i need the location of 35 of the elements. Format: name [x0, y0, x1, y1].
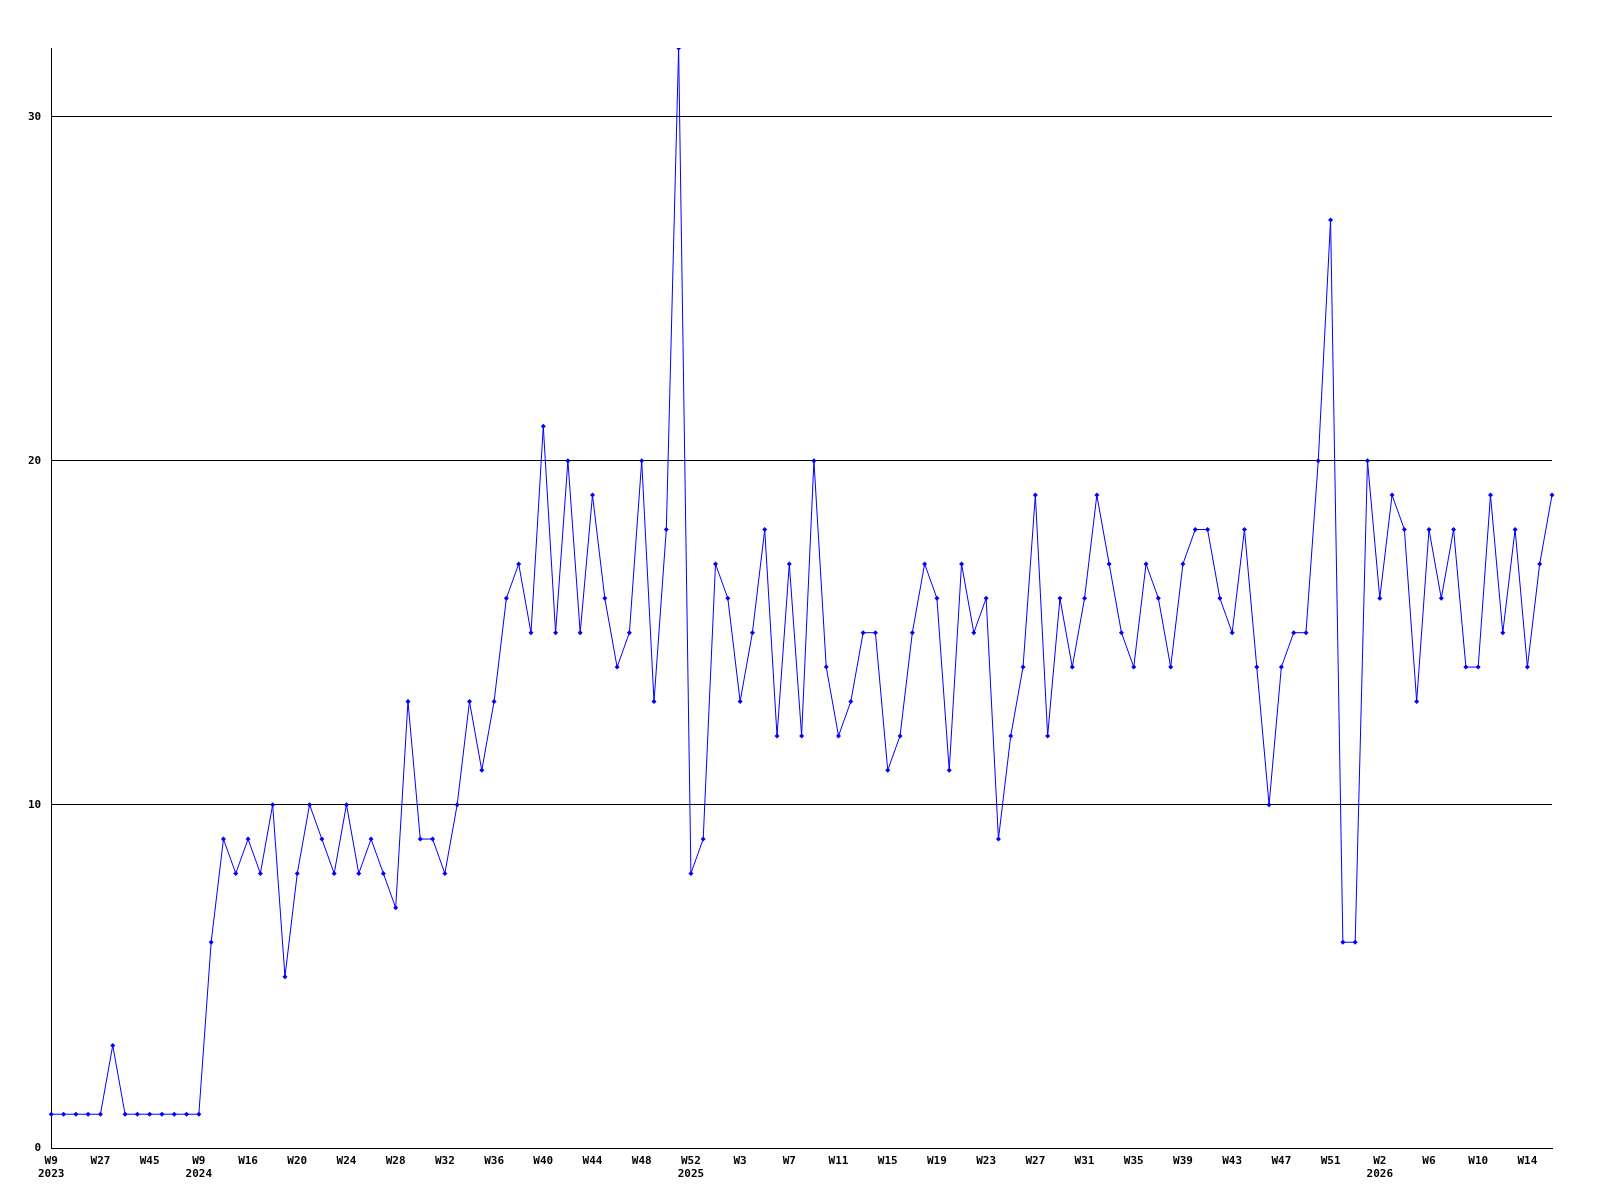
x-tick-label: W9 2024 — [185, 1154, 213, 1181]
x-tick-label: W51 — [1320, 1154, 1341, 1168]
x-tick-label: W9 2023 — [38, 1154, 65, 1181]
x-tick-label: W16 — [238, 1154, 259, 1168]
x-tick-label: W47 — [1271, 1154, 1292, 1168]
x-tick-label: W44 — [582, 1154, 603, 1168]
x-tick-label: W2 2026 — [1366, 1154, 1394, 1181]
x-tick-label: W3 — [733, 1154, 747, 1168]
x-tick-label: W10 — [1468, 1154, 1489, 1168]
y-tick-label: 10 — [28, 797, 42, 811]
x-tick-label: W45 — [139, 1154, 160, 1168]
x-tick-label: W23 — [976, 1154, 997, 1168]
x-tick-label: W14 — [1517, 1154, 1538, 1168]
y-tick-label: 30 — [28, 109, 42, 123]
x-tick-label: W6 — [1422, 1154, 1436, 1168]
x-tick-label: W28 — [385, 1154, 406, 1168]
x-tick-label: W35 — [1123, 1154, 1144, 1168]
x-tick-label: W7 — [782, 1154, 796, 1168]
x-tick-label: W11 — [828, 1154, 849, 1168]
x-tick-label: W43 — [1222, 1154, 1243, 1168]
x-tick-label: W40 — [533, 1154, 554, 1168]
x-tick-label: W15 — [877, 1154, 898, 1168]
x-tick-label: W31 — [1074, 1154, 1095, 1168]
x-tick-label: W24 — [336, 1154, 357, 1168]
y-tick-label: 20 — [28, 453, 42, 467]
x-tick-label: W32 — [434, 1154, 455, 1168]
x-tick-label: W36 — [484, 1154, 505, 1168]
x-tick-label: W52 2025 — [677, 1154, 705, 1181]
x-tick-label: W27 — [90, 1154, 111, 1168]
y-tick-label: 0 — [34, 1141, 42, 1155]
x-tick-label: W39 — [1173, 1154, 1193, 1168]
x-tick-label: W27 — [1025, 1154, 1046, 1168]
x-tick-label: W19 — [927, 1154, 947, 1168]
x-tick-label: W20 — [287, 1154, 308, 1168]
x-tick-label: W48 — [631, 1154, 652, 1168]
